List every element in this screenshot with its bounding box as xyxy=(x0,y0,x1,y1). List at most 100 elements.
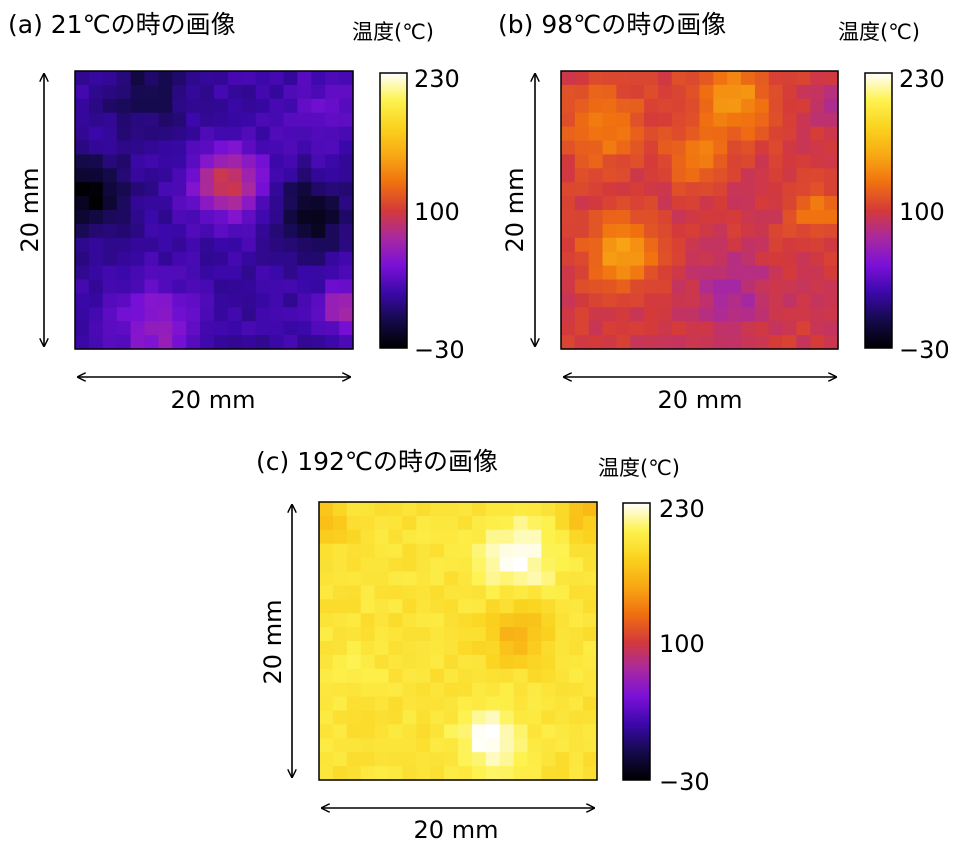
panel-a-tick-min: −30 xyxy=(414,336,465,364)
heatmap-cell xyxy=(283,279,298,294)
heatmap-cell xyxy=(555,752,570,767)
heatmap-cell xyxy=(588,210,604,225)
heatmap-cell xyxy=(319,502,334,517)
heatmap-cell xyxy=(200,265,215,281)
heatmap-cell xyxy=(741,279,756,294)
heatmap-cell xyxy=(602,154,617,169)
heatmap-cell xyxy=(241,335,257,350)
heatmap-cell xyxy=(561,112,576,128)
heatmap-cell xyxy=(671,251,687,267)
heatmap-cell xyxy=(75,196,90,211)
heatmap-cell xyxy=(699,223,714,239)
heatmap-cell xyxy=(527,752,542,767)
heatmap-cell xyxy=(75,279,90,294)
heatmap-cell xyxy=(360,502,376,517)
heatmap-cell xyxy=(630,126,645,142)
heatmap-cell xyxy=(416,529,431,545)
heatmap-cell xyxy=(671,265,687,281)
heatmap-cell xyxy=(527,515,542,531)
heatmap-cell xyxy=(561,210,576,225)
heatmap-cell xyxy=(88,210,104,225)
heatmap-cell xyxy=(102,223,118,239)
heatmap-cell xyxy=(297,140,312,155)
heatmap-cell xyxy=(574,307,590,322)
heatmap-cell xyxy=(485,613,501,628)
heatmap-cell xyxy=(130,154,146,169)
heatmap-cell xyxy=(657,335,673,350)
heatmap-cell xyxy=(727,210,742,225)
heatmap-cell xyxy=(360,543,376,559)
heatmap-cell xyxy=(583,515,598,531)
heatmap-cell xyxy=(374,502,390,517)
heatmap-cell xyxy=(388,752,403,767)
heatmap-cell xyxy=(241,126,257,142)
heatmap-cell xyxy=(458,502,473,517)
heatmap-cell xyxy=(754,251,770,267)
heatmap-cell xyxy=(430,682,445,698)
heatmap-cell xyxy=(810,293,825,308)
heatmap-cell xyxy=(541,599,556,614)
heatmap-cell xyxy=(630,98,645,114)
heatmap-cell xyxy=(186,237,201,253)
heatmap-cell xyxy=(200,210,215,225)
heatmap-cell xyxy=(172,210,187,225)
heatmap-cell xyxy=(485,668,501,684)
heatmap-cell xyxy=(388,557,403,573)
heatmap-cell xyxy=(172,71,187,86)
heatmap-cell xyxy=(325,293,340,308)
heatmap-cell xyxy=(269,237,285,253)
heatmap-cell xyxy=(430,738,445,753)
heatmap-cell xyxy=(685,126,701,142)
heatmap-cell xyxy=(255,321,271,336)
heatmap-cell xyxy=(485,710,501,725)
heatmap-cell xyxy=(402,585,417,600)
panel-a-ylabel: 20 mm xyxy=(16,168,44,253)
heatmap-cell xyxy=(768,279,784,294)
heatmap-cell xyxy=(144,71,159,86)
heatmap-cell xyxy=(699,182,714,197)
heatmap-cell xyxy=(346,543,362,559)
heatmap-cell xyxy=(574,223,590,239)
heatmap-cell xyxy=(388,654,403,670)
heatmap-cell xyxy=(311,307,326,322)
heatmap-cell xyxy=(569,654,584,670)
heatmap-cell xyxy=(644,140,659,155)
heatmap-cell xyxy=(569,752,584,767)
heatmap-cell xyxy=(130,293,146,308)
heatmap-cell xyxy=(810,335,825,350)
heatmap-cell xyxy=(325,84,340,100)
heatmap-cell xyxy=(630,154,645,169)
heatmap-cell xyxy=(283,126,298,142)
heatmap-cell xyxy=(630,279,645,294)
heatmap-cell xyxy=(471,696,487,712)
heatmap-cell xyxy=(810,210,825,225)
heatmap-cell xyxy=(685,154,701,169)
heatmap-cell xyxy=(685,279,701,294)
heatmap-cell xyxy=(360,515,376,531)
heatmap-cell xyxy=(513,641,529,656)
heatmap-cell xyxy=(499,766,515,781)
heatmap-cell xyxy=(555,696,570,712)
heatmap-cell xyxy=(713,154,728,169)
heatmap-cell xyxy=(200,321,215,336)
heatmap-cell xyxy=(824,210,839,225)
heatmap-cell xyxy=(430,585,445,600)
heatmap-cell xyxy=(583,654,598,670)
heatmap-cell xyxy=(561,307,576,322)
heatmap-cell xyxy=(458,766,473,781)
heatmap-cell xyxy=(144,293,159,308)
heatmap-cell xyxy=(416,599,431,614)
heatmap-cell xyxy=(741,154,756,169)
heatmap-cell xyxy=(255,182,271,197)
heatmap-cell xyxy=(458,599,473,614)
heatmap-cell xyxy=(588,154,604,169)
heatmap-cell xyxy=(616,251,631,267)
heatmap-cell xyxy=(824,140,839,155)
heatmap-cell xyxy=(699,265,714,281)
heatmap-cell xyxy=(388,613,403,628)
heatmap-cell xyxy=(555,613,570,628)
heatmap-cell xyxy=(727,154,742,169)
heatmap-cell xyxy=(513,682,529,698)
heatmap-cell xyxy=(824,182,839,197)
heatmap-cell xyxy=(796,196,811,211)
